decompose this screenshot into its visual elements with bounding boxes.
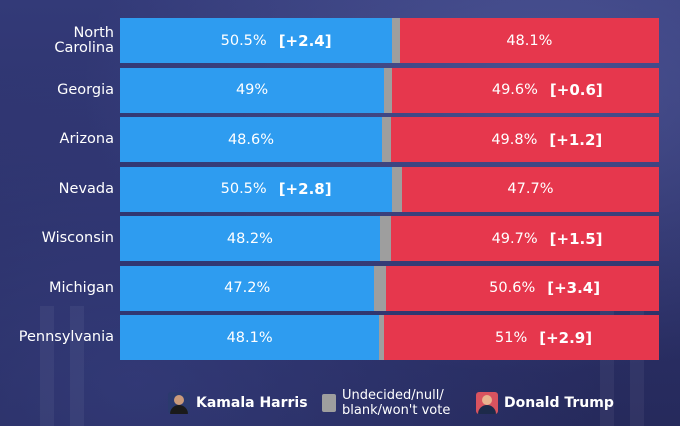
bar-harris-north-carolina bbox=[120, 18, 393, 63]
bar-undecided-arizona bbox=[381, 117, 391, 162]
margin-label-north-carolina: [+2.4] bbox=[278, 31, 332, 50]
bar-undecided-pennsylvania bbox=[379, 315, 385, 360]
bar-undecided-north-carolina bbox=[392, 18, 400, 63]
category-label-michigan: Michigan bbox=[48, 279, 114, 296]
value-label-trump-wisconsin: 49.7% bbox=[491, 230, 538, 247]
category-label-north-carolina: North Carolina bbox=[54, 24, 114, 56]
margin-label-pennsylvania: [+2.9] bbox=[539, 328, 593, 347]
margin-label-georgia: [+0.6] bbox=[549, 81, 603, 99]
value-label-harris-pennsylvania: 48.1% bbox=[226, 329, 273, 346]
category-label-pennsylvania: Pennsylvania bbox=[18, 329, 114, 345]
value-label-trump-michigan: 50.6% bbox=[489, 280, 536, 296]
bar-harris-michigan bbox=[120, 265, 375, 311]
value-label-trump-pennsylvania: 51% bbox=[495, 329, 528, 346]
bar-harris-arizona bbox=[120, 117, 382, 162]
margin-label-wisconsin: [+1.5] bbox=[549, 229, 603, 248]
bar-trump-georgia bbox=[391, 67, 659, 113]
value-label-trump-arizona: 49.8% bbox=[491, 131, 538, 148]
value-label-harris-georgia: 49% bbox=[235, 82, 269, 98]
margin-label-arizona: [+1.2] bbox=[549, 130, 603, 149]
value-label-harris-michigan: 47.2% bbox=[224, 280, 271, 296]
bar-trump-north-carolina bbox=[399, 18, 659, 63]
bar-trump-michigan bbox=[386, 265, 659, 311]
category-label-nevada: Nevada bbox=[58, 180, 114, 197]
legend-label-trump: Donald Trump bbox=[504, 395, 614, 411]
bar-harris-georgia bbox=[120, 67, 385, 113]
bar-undecided-wisconsin bbox=[379, 216, 392, 261]
category-label-wisconsin: Wisconsin bbox=[41, 230, 114, 246]
value-label-trump-north-carolina: 48.1% bbox=[506, 32, 553, 49]
bar-chart: North Carolina 50.5% 48.1% [+2.4] Georgia 49% 4… bbox=[18, 18, 659, 360]
value-label-trump-nevada: 47.7% bbox=[507, 181, 554, 197]
legend-label-undecided: Undecided/null/ blank/won't vote bbox=[342, 388, 451, 418]
bar-trump-pennsylvania bbox=[384, 315, 659, 360]
legend-item-harris: Kamala Harris bbox=[168, 380, 308, 426]
value-label-harris-wisconsin: 48.2% bbox=[226, 230, 273, 247]
value-label-trump-georgia: 49.6% bbox=[491, 82, 538, 98]
value-label-harris-north-carolina: 50.5% bbox=[220, 32, 267, 49]
bar-undecided-nevada bbox=[392, 166, 402, 212]
category-label-arizona: Arizona bbox=[59, 131, 114, 147]
undecided-swatch bbox=[322, 394, 336, 412]
legend-item-trump: Donald Trump bbox=[476, 380, 614, 426]
bar-harris-wisconsin bbox=[120, 216, 380, 261]
legend-item-undecided: Undecided/null/ blank/won't vote bbox=[322, 380, 450, 426]
bar-trump-arizona bbox=[390, 117, 659, 162]
bar-harris-nevada bbox=[120, 166, 393, 212]
margin-label-nevada: [+2.8] bbox=[278, 180, 332, 198]
bar-trump-nevada bbox=[401, 166, 659, 212]
trump-portrait-icon bbox=[476, 392, 498, 414]
value-label-harris-nevada: 50.5% bbox=[220, 181, 267, 197]
value-label-harris-arizona: 48.6% bbox=[227, 131, 275, 148]
bar-trump-wisconsin bbox=[391, 216, 659, 261]
legend: Kamala Harris Undecided/null/ blank/won'… bbox=[0, 380, 680, 426]
legend-label-harris: Kamala Harris bbox=[196, 395, 308, 411]
margin-label-michigan: [+3.4] bbox=[547, 279, 601, 297]
bar-harris-pennsylvania bbox=[120, 315, 380, 360]
bar-undecided-georgia bbox=[384, 67, 392, 113]
harris-portrait-icon bbox=[168, 392, 190, 414]
category-label-georgia: Georgia bbox=[57, 81, 114, 98]
bar-undecided-michigan bbox=[374, 265, 387, 311]
